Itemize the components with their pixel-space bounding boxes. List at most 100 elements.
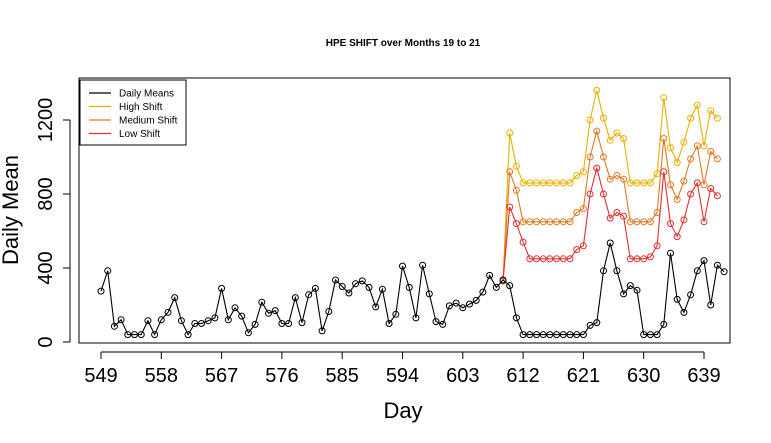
data-point (646, 218, 654, 226)
y-tick-label: 400 (35, 251, 57, 284)
data-point (579, 168, 587, 176)
data-point (573, 209, 581, 216)
data-point (204, 317, 212, 325)
legend-entry: High Shift (119, 102, 163, 113)
data-point (646, 253, 654, 261)
data-point (419, 261, 427, 269)
data-point (184, 331, 192, 339)
data-point (211, 314, 219, 322)
data-point (600, 114, 607, 122)
data-point (653, 242, 661, 250)
data-point (720, 268, 728, 276)
x-tick-label: 576 (265, 365, 298, 387)
data-point (378, 285, 386, 293)
data-point (157, 316, 165, 324)
x-tick-label: 621 (567, 365, 600, 387)
data-point (633, 286, 641, 294)
data-point (506, 129, 514, 137)
data-point (405, 283, 413, 291)
data-point (566, 331, 574, 339)
data-point (579, 242, 587, 250)
data-point (573, 172, 581, 179)
data-point (593, 86, 601, 94)
data-point (238, 312, 246, 320)
data-point (653, 331, 661, 339)
x-tick-label: 585 (326, 365, 359, 387)
data-point (432, 318, 440, 326)
data-point (593, 127, 601, 135)
data-point (660, 94, 668, 102)
data-point (198, 320, 205, 327)
data-point (613, 129, 621, 137)
x-tick-label: 558 (145, 365, 178, 387)
data-point (224, 316, 232, 324)
data-point (620, 175, 628, 183)
data-point (472, 296, 480, 304)
data-point (626, 255, 634, 263)
data-point (385, 320, 393, 327)
data-point (399, 262, 406, 270)
data-point (110, 322, 118, 330)
data-point (519, 179, 527, 187)
data-point (606, 239, 614, 247)
data-point (533, 218, 540, 226)
legend: Daily Means High Shift Medium Shift Low Shi… (79, 79, 187, 146)
data-point (546, 179, 554, 187)
chart-title: HPE SHIFT over Months 19 to 21 (326, 38, 481, 49)
data-point (258, 298, 266, 306)
data-point (506, 168, 514, 176)
data-point (271, 307, 279, 315)
data-point (673, 295, 681, 303)
data-point (452, 299, 460, 307)
data-point (687, 155, 695, 163)
data-point (244, 329, 252, 337)
data-point (486, 271, 494, 279)
series-line (502, 128, 718, 281)
series-high-shift (499, 86, 721, 285)
data-point (137, 331, 145, 339)
data-point (707, 107, 715, 115)
data-point (526, 179, 534, 187)
legend-entry: Daily Means (119, 89, 174, 100)
x-tick-label: 630 (627, 365, 660, 387)
data-point (693, 101, 701, 109)
x-tick-label: 567 (205, 365, 238, 387)
legend-entry: Low Shift (119, 129, 160, 140)
data-point (673, 233, 681, 241)
data-point (533, 255, 540, 263)
y-tick-label: 0 (35, 336, 57, 347)
data-point (646, 331, 654, 339)
series-line (100, 242, 725, 336)
data-point (680, 177, 688, 185)
x-tick-label: 639 (687, 365, 720, 387)
data-point (620, 212, 628, 220)
data-point (512, 162, 520, 170)
data-point (445, 302, 453, 310)
data-point (466, 300, 473, 308)
data-point (680, 138, 688, 146)
axes: 549 558 567 576 585 594 603 612 621 630 639 0 400 800… (35, 98, 721, 387)
data-point (512, 314, 520, 322)
data-point (559, 179, 567, 187)
data-point (499, 276, 507, 284)
y-tick-label: 800 (35, 177, 57, 210)
data-point (713, 114, 721, 122)
data-point (687, 114, 695, 122)
data-point (667, 249, 674, 257)
data-point (372, 303, 380, 311)
data-point (579, 205, 587, 213)
data-point (559, 218, 567, 226)
data-point (338, 283, 346, 290)
data-point (177, 317, 185, 325)
data-point (673, 159, 681, 166)
y-tick-label: 1200 (35, 98, 57, 143)
series-layer (97, 86, 728, 339)
data-point (512, 220, 520, 228)
data-point (593, 319, 601, 327)
data-point (707, 301, 715, 309)
data-point (459, 304, 467, 312)
data-point (687, 190, 695, 198)
data-point (640, 179, 648, 187)
series-line (502, 165, 718, 281)
